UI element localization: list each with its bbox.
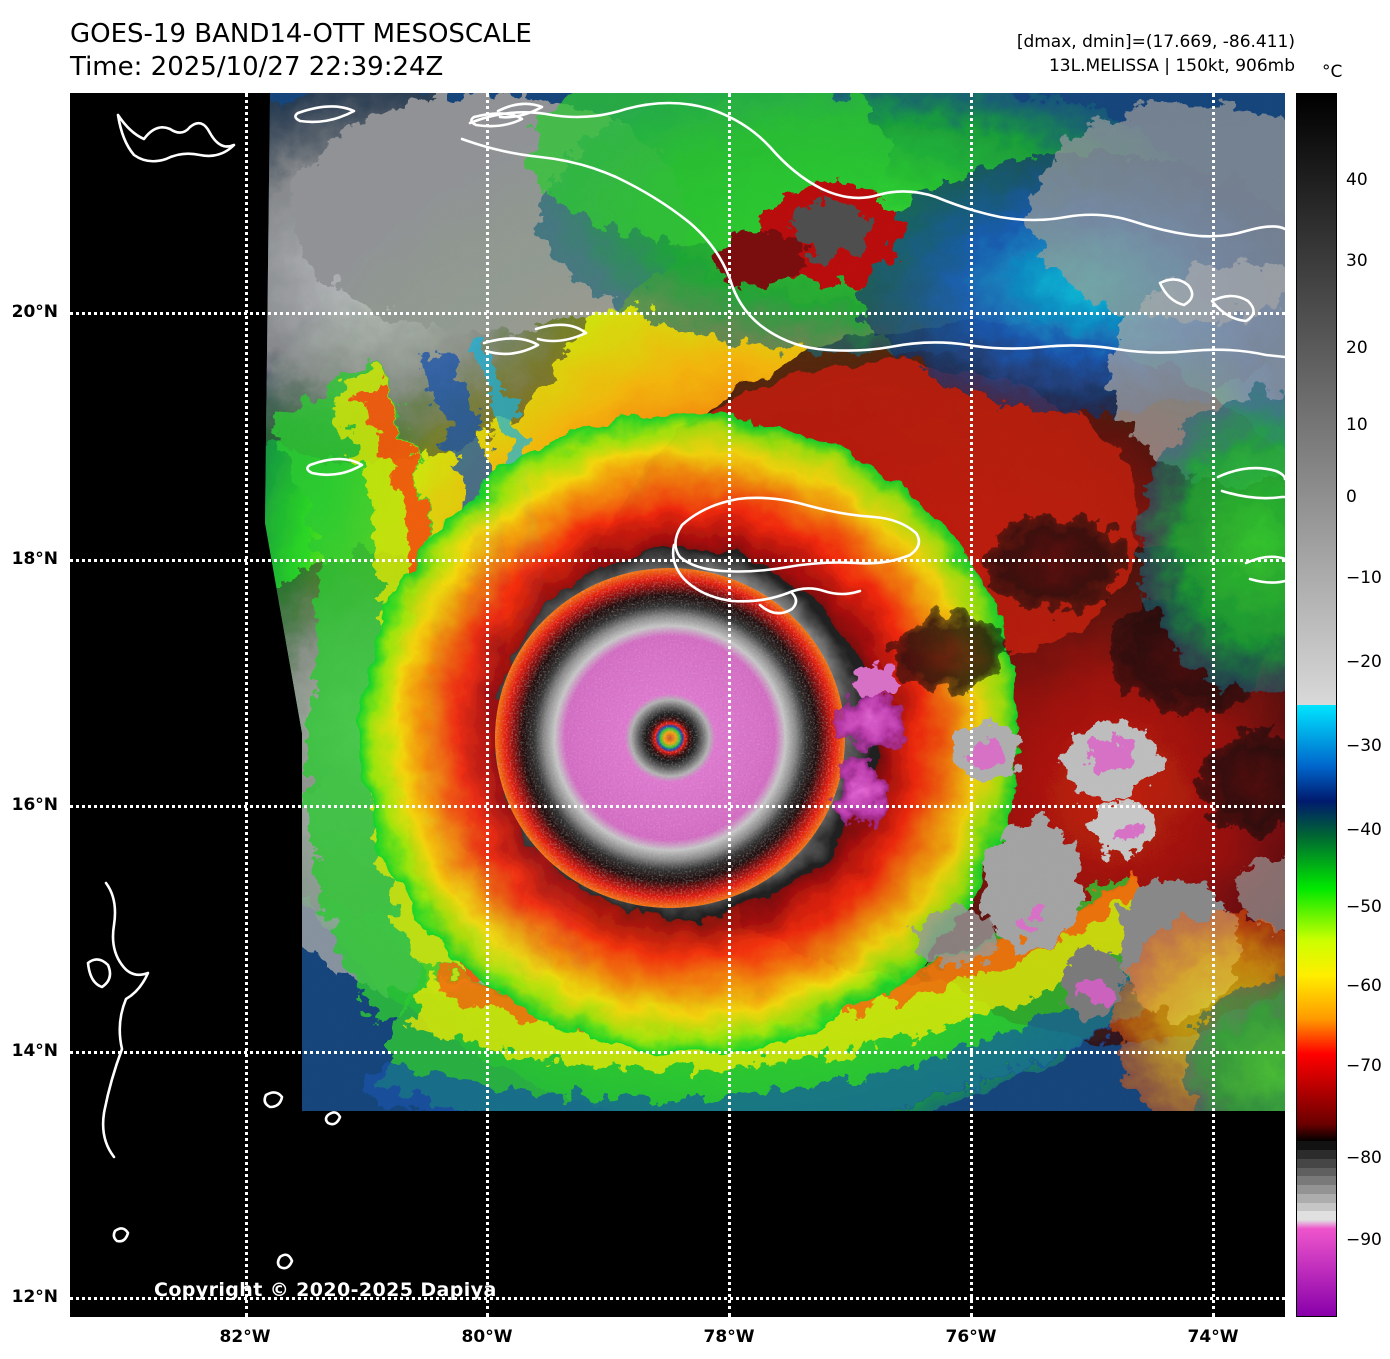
cbar-tick-m70: −70 (1346, 1056, 1382, 1076)
coastline-overlay (86, 101, 1285, 1270)
xtick-label-76w: 76°W (945, 1327, 997, 1347)
ytick-label-14n: 14°N (11, 1041, 58, 1061)
ytick-label-16n: 16°N (11, 795, 58, 815)
cbar-tick-m20: −20 (1346, 652, 1382, 672)
metadata-block: [dmax, dmin]=(17.669, -86.411) 13L.MELIS… (1017, 30, 1295, 78)
storm-info-label: 13L.MELISSA | 150kt, 906mb (1048, 56, 1295, 77)
cbar-tick-20: 20 (1346, 338, 1368, 358)
xtick-label-78w: 78°W (703, 1327, 755, 1347)
cbar-tick-m40: −40 (1346, 820, 1382, 840)
ytick-label-12n: 12°N (11, 1287, 58, 1307)
cbar-tick-30: 30 (1346, 251, 1368, 271)
ytick-label-20n: 20°N (11, 302, 58, 322)
copyright-label: Copyright © 2020-2025 Dapiya (154, 1279, 497, 1301)
cbar-tick-m50: −50 (1346, 897, 1382, 917)
ir-satellite-raster (70, 93, 1285, 1317)
cbar-tick-40: 40 (1346, 170, 1368, 190)
xtick-label-82w: 82°W (219, 1327, 271, 1347)
xtick-label-80w: 80°W (461, 1327, 513, 1347)
product-title: GOES-19 BAND14-OTT MESOSCALE (70, 19, 532, 49)
cbar-tick-m90: −90 (1346, 1230, 1382, 1250)
cbar-tick-m30: −30 (1346, 736, 1382, 756)
satellite-image-plot[interactable]: Copyright © 2020-2025 Dapiya (70, 93, 1285, 1317)
observation-time: Time: 2025/10/27 22:39:24Z (70, 51, 444, 82)
cbar-tick-m60: −60 (1346, 976, 1382, 996)
cbar-tick-m80: −80 (1346, 1148, 1382, 1168)
temperature-colorbar[interactable] (1296, 93, 1337, 1317)
cbar-tick-10: 10 (1346, 415, 1368, 435)
cbar-tick-m10: −10 (1346, 568, 1382, 588)
colorbar-unit-label: °C (1322, 62, 1343, 82)
page-title: GOES-19 BAND14-OTT MESOSCALE Time: 2025/… (70, 18, 532, 84)
xtick-label-74w: 74°W (1187, 1327, 1239, 1347)
cbar-tick-0: 0 (1346, 487, 1357, 507)
dmax-dmin-label: [dmax, dmin]=(17.669, -86.411) (1016, 32, 1295, 52)
ytick-label-18n: 18°N (11, 549, 58, 569)
